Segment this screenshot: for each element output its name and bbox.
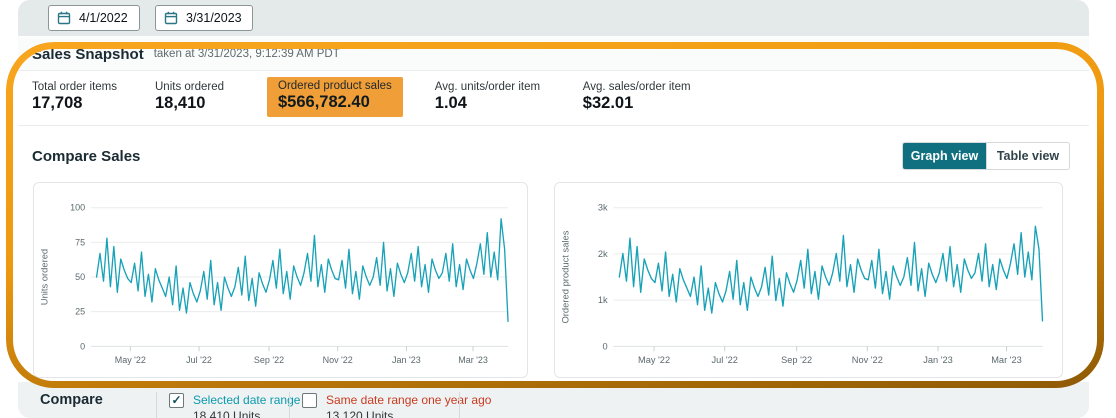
sales-snapshot-title: Sales Snapshot xyxy=(32,45,144,63)
svg-text:Mar '23: Mar '23 xyxy=(991,355,1022,365)
svg-text:Jul '22: Jul '22 xyxy=(711,355,737,365)
svg-text:Units ordered: Units ordered xyxy=(39,249,49,305)
compare-title: Compare xyxy=(40,392,103,408)
calendar-icon xyxy=(57,11,71,25)
svg-text:Nov '22: Nov '22 xyxy=(323,355,353,365)
end-date-input[interactable]: 3/31/2023 xyxy=(155,5,253,31)
graph-view-button[interactable]: Graph view xyxy=(903,143,986,169)
sales-snapshot-header: Sales Snapshot taken at 3/31/2023, 9:12:… xyxy=(18,38,1089,70)
divider xyxy=(289,392,290,418)
svg-text:75: 75 xyxy=(75,237,85,247)
year-ago-checkbox[interactable] xyxy=(302,393,317,408)
end-date-value: 3/31/2023 xyxy=(186,11,242,25)
stat-units-ordered: Units ordered 18,410 xyxy=(155,81,267,113)
stat-value: $32.01 xyxy=(582,94,634,112)
units-ordered-chart-panel: 0 25 50 75 100 May '22 Jul '22 Sep '22 Nov '22 Ja… xyxy=(33,182,528,378)
svg-text:Jan '23: Jan '23 xyxy=(923,355,953,365)
ordered-product-sales-chart: 0 1k 2k 3k May '22 Jul '22 Sep '22 Nov '22 Jan '… xyxy=(561,203,1044,365)
charts-row: 0 25 50 75 100 May '22 Jul '22 Sep '22 Nov '22 Ja… xyxy=(18,180,1089,378)
stat-avg-sales-per-order-item: Avg. sales/order item $32.01 xyxy=(583,81,691,113)
svg-text:1k: 1k xyxy=(598,295,608,305)
compare-sales-section: Compare Sales Graph view Table view 0 25 5… xyxy=(18,126,1089,418)
whats-this-link[interactable]: What's this xyxy=(40,416,156,418)
svg-text:Jul '22: Jul '22 xyxy=(186,355,212,365)
snapshot-stats-row: Total order items 17,708 Units ordered 1… xyxy=(18,70,1089,126)
stat-avg-units-per-order-item: Avg. units/order item 1.04 xyxy=(435,81,583,113)
start-date-input[interactable]: 4/1/2022 xyxy=(48,5,140,31)
legend-units: 18,410 Units xyxy=(193,409,261,418)
start-date-value: 4/1/2022 xyxy=(79,11,128,25)
stat-value: 1.04 xyxy=(434,94,467,112)
svg-text:Jan '23: Jan '23 xyxy=(392,355,421,365)
snapshot-timestamp: taken at 3/31/2023, 9:12:39 AM PDT xyxy=(153,48,340,60)
svg-text:Mar '23: Mar '23 xyxy=(458,355,488,365)
svg-text:Sep '22: Sep '22 xyxy=(254,355,284,365)
stat-label: Avg. units/order item xyxy=(434,81,541,93)
svg-text:May '22: May '22 xyxy=(638,355,670,365)
stat-value: 17,708 xyxy=(32,94,83,112)
svg-text:Sep '22: Sep '22 xyxy=(781,355,812,365)
legend-units: 13,120 Units xyxy=(326,409,394,418)
compare-sales-title: Compare Sales xyxy=(32,147,141,165)
stat-label: Avg. sales/order item xyxy=(582,81,691,93)
svg-text:0: 0 xyxy=(602,341,607,351)
divider xyxy=(156,392,157,418)
legend-label: Same date range one year ago xyxy=(326,393,492,407)
compare-legend-strip: Compare What's this ✓ Selected date rang… xyxy=(18,382,1089,418)
selected-range-checkbox[interactable]: ✓ xyxy=(169,393,184,408)
svg-text:100: 100 xyxy=(70,203,85,213)
table-view-button[interactable]: Table view xyxy=(986,143,1069,169)
date-range-bar: 4/1/2022 3/31/2023 xyxy=(18,0,1089,38)
svg-text:Ordered product sales: Ordered product sales xyxy=(561,230,571,323)
divider xyxy=(459,392,460,418)
svg-text:3k: 3k xyxy=(598,203,608,213)
stat-label: Units ordered xyxy=(155,81,225,93)
legend-selected-date-range: ✓ Selected date range 18,410 Units $566,… xyxy=(157,390,300,418)
legend-same-range-year-ago: Same date range one year ago 13,120 Unit… xyxy=(290,390,491,418)
stat-label: Ordered product sales xyxy=(278,80,392,92)
stat-ordered-product-sales-highlighted: Ordered product sales $566,782.40 xyxy=(267,77,403,117)
view-toggle: Graph view Table view xyxy=(902,142,1070,170)
calendar-icon xyxy=(164,11,178,25)
svg-text:May '22: May '22 xyxy=(115,355,146,365)
stat-label: Total order items xyxy=(32,81,118,93)
sales-dashboard-card: 4/1/2022 3/31/2023 Sales Snapshot taken … xyxy=(18,0,1089,418)
units-ordered-chart: 0 25 50 75 100 May '22 Jul '22 Sep '22 Nov '22 Ja… xyxy=(39,203,509,365)
compare-block: Compare What's this xyxy=(40,390,156,418)
svg-text:Nov '22: Nov '22 xyxy=(852,355,883,365)
svg-text:0: 0 xyxy=(80,341,85,351)
legend-label: Selected date range xyxy=(193,393,301,407)
stat-value: 18,410 xyxy=(155,94,206,112)
ordered-product-sales-chart-panel: 0 1k 2k 3k May '22 Jul '22 Sep '22 Nov '22 Jan '… xyxy=(554,182,1063,378)
stat-value: $566,782.40 xyxy=(278,93,370,111)
svg-text:25: 25 xyxy=(75,306,85,316)
stat-total-order-items: Total order items 17,708 xyxy=(32,81,155,113)
svg-text:50: 50 xyxy=(75,272,85,282)
svg-text:2k: 2k xyxy=(598,249,608,259)
